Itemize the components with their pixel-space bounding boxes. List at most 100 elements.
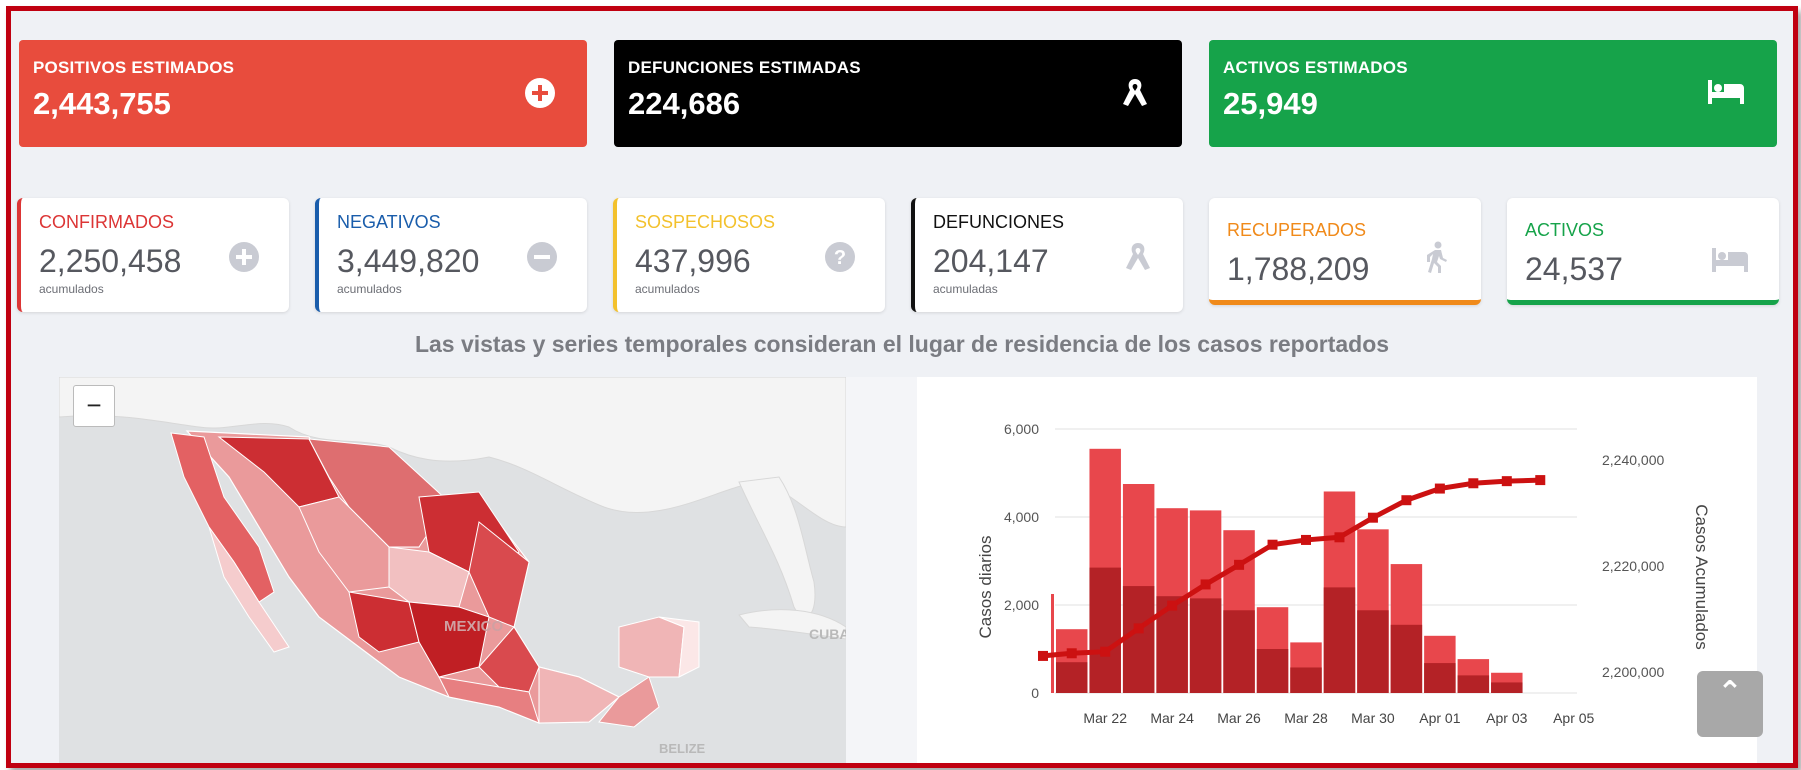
dashboard-frame: POSITIVOS ESTIMADOS 2,443,755 DEFUNCIONE… bbox=[6, 6, 1798, 768]
daily-cases-dark-bar bbox=[1256, 649, 1289, 693]
plus-circle-icon bbox=[525, 78, 555, 108]
minus-circle-icon bbox=[527, 242, 557, 272]
estimated-active-card: ACTIVOS ESTIMADOS 25,949 bbox=[1209, 40, 1777, 147]
daily-cases-dark-bar bbox=[1424, 663, 1456, 693]
scroll-to-top-button[interactable]: ⌃ bbox=[1697, 671, 1763, 737]
card-subtitle: acumulados bbox=[337, 282, 402, 296]
walking-person-icon bbox=[1427, 241, 1447, 273]
x-tick-label: Apr 01 bbox=[1419, 710, 1460, 726]
x-tick-label: Mar 22 bbox=[1083, 710, 1127, 726]
y-axis-label: Casos diarios bbox=[976, 536, 995, 639]
question-circle-icon: ? bbox=[825, 242, 855, 272]
cumulative-point bbox=[1501, 476, 1512, 487]
x-tick-label: Apr 03 bbox=[1486, 710, 1527, 726]
x-tick-label: Mar 30 bbox=[1351, 710, 1395, 726]
cumulative-point bbox=[1066, 648, 1077, 659]
cumulative-point bbox=[1234, 559, 1245, 570]
y2-axis-label: Casos Acumulados bbox=[1692, 504, 1711, 650]
cumulative-line bbox=[1042, 477, 1541, 659]
zoom-out-button[interactable]: − bbox=[73, 385, 115, 427]
panel-gap bbox=[846, 377, 917, 763]
y2-tick-label: 2,200,000 bbox=[1602, 664, 1664, 680]
estimated-deaths-card: DEFUNCIONES ESTIMADAS 224,686 bbox=[614, 40, 1182, 147]
bed-icon bbox=[1712, 248, 1748, 272]
x-tick-label: Mar 26 bbox=[1217, 710, 1261, 726]
ribbon-icon bbox=[1126, 243, 1150, 270]
y2-tick-label: 2,220,000 bbox=[1602, 558, 1664, 574]
daily-cases-dark-bar bbox=[1122, 586, 1155, 693]
cuba-label: CUBA bbox=[809, 626, 846, 642]
recovered-card: RECUPERADOS 1,788,209 bbox=[1209, 198, 1481, 305]
estimated-positives-card: POSITIVOS ESTIMADOS 2,443,755 bbox=[19, 40, 587, 147]
cumulative-point bbox=[1100, 646, 1111, 657]
cumulative-point bbox=[1334, 532, 1345, 543]
card-subtitle: acumulados bbox=[39, 282, 104, 296]
card-title: RECUPERADOS bbox=[1227, 220, 1367, 240]
daily-cases-dark-bar bbox=[1457, 675, 1490, 693]
card-title: POSITIVOS ESTIMADOS bbox=[33, 58, 235, 77]
ribbon-icon bbox=[1123, 79, 1147, 106]
x-tick-label: Mar 28 bbox=[1284, 710, 1328, 726]
card-value: 25,949 bbox=[1223, 86, 1318, 121]
plus-circle-icon bbox=[229, 242, 259, 272]
cumulative-point bbox=[1133, 623, 1144, 634]
residence-notice: Las vistas y series temporales considera… bbox=[414, 331, 1390, 357]
card-title: CONFIRMADOS bbox=[39, 212, 174, 232]
cumulative-point bbox=[1434, 483, 1445, 494]
card-value: 3,449,820 bbox=[337, 243, 480, 279]
daily-cases-dark-bar bbox=[1390, 624, 1423, 693]
y-tick-label: 6,000 bbox=[1004, 421, 1039, 437]
card-title: DEFUNCIONES bbox=[933, 212, 1065, 232]
cumulative-point bbox=[1301, 534, 1311, 545]
card-value: 224,686 bbox=[628, 86, 741, 121]
card-value: 204,147 bbox=[933, 243, 1049, 279]
cumulative-point bbox=[1167, 600, 1178, 611]
y-tick-label: 2,000 bbox=[1004, 597, 1039, 613]
partial-bar bbox=[1051, 594, 1054, 693]
y-tick-label: 0 bbox=[1031, 685, 1039, 701]
card-title: SOSPECHOSOS bbox=[635, 212, 776, 232]
daily-cases-dark-bar bbox=[1056, 662, 1088, 693]
card-title: DEFUNCIONES ESTIMADAS bbox=[628, 58, 861, 77]
daily-cases-dark-bar bbox=[1357, 610, 1389, 693]
daily-cases-dark-bar bbox=[1189, 598, 1222, 693]
country-label: MEXICO bbox=[444, 618, 504, 635]
card-value: 2,443,755 bbox=[33, 86, 171, 121]
negatives-card: NEGATIVOS 3,449,820 acumulados bbox=[315, 198, 587, 312]
suspects-card: SOSPECHOSOS 437,996 acumulados ? bbox=[613, 198, 885, 312]
card-subtitle: acumuladas bbox=[933, 282, 998, 296]
y2-tick-label: 2,240,000 bbox=[1602, 452, 1664, 468]
map-canvas: MEXICO BELIZE CUBA bbox=[59, 377, 846, 763]
cumulative-point bbox=[1367, 512, 1378, 523]
x-tick-label: Mar 24 bbox=[1150, 710, 1194, 726]
daily-cases-dark-bar bbox=[1323, 587, 1356, 693]
cumulative-point bbox=[1468, 478, 1479, 489]
deaths-card: DEFUNCIONES 204,147 acumuladas bbox=[911, 198, 1183, 312]
card-value: 437,996 bbox=[635, 243, 751, 279]
bed-icon bbox=[1708, 80, 1744, 104]
daily-cases-dark-bar bbox=[1491, 682, 1523, 693]
card-title: ACTIVOS ESTIMADOS bbox=[1223, 58, 1408, 77]
daily-cases-dark-bar bbox=[1089, 567, 1121, 693]
svg-text:?: ? bbox=[834, 247, 846, 269]
cumulative-point bbox=[1200, 579, 1211, 590]
daily-cases-chart: 0 2,000 4,000 6,000 2,200,000 2,220,000 2,240,… bbox=[917, 377, 1757, 763]
cumulative-point bbox=[1401, 495, 1412, 506]
card-subtitle: acumulados bbox=[635, 282, 700, 296]
belize-label: BELIZE bbox=[659, 741, 706, 756]
card-value: 2,250,458 bbox=[39, 243, 182, 279]
confirmed-card: CONFIRMADOS 2,250,458 acumulados bbox=[17, 198, 289, 312]
card-value: 24,537 bbox=[1525, 251, 1623, 287]
x-tick-label: Apr 05 bbox=[1553, 710, 1594, 726]
daily-cases-dark-bar bbox=[1290, 667, 1322, 693]
chart-canvas: 0 2,000 4,000 6,000 2,200,000 2,220,000 2,240,… bbox=[976, 421, 1711, 726]
y-tick-label: 4,000 bbox=[1004, 509, 1039, 525]
cumulative-point bbox=[1535, 475, 1546, 486]
cumulative-point bbox=[1267, 539, 1278, 550]
card-title: NEGATIVOS bbox=[337, 212, 441, 232]
card-title: ACTIVOS bbox=[1525, 220, 1605, 240]
active-card: ACTIVOS 24,537 bbox=[1507, 198, 1779, 305]
choropleth-map[interactable]: MEXICO BELIZE CUBA − bbox=[59, 377, 846, 763]
card-value: 1,788,209 bbox=[1227, 251, 1370, 287]
daily-cases-dark-bar bbox=[1223, 610, 1255, 693]
